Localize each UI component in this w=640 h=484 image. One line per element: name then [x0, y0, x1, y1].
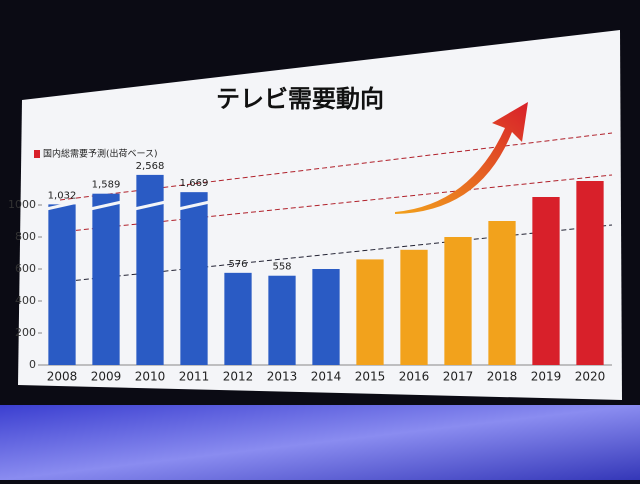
bar [488, 221, 516, 365]
axis-break [134, 200, 166, 211]
growth-arrow [395, 102, 528, 214]
bar [312, 269, 340, 365]
x-tick-label: 2018 [487, 370, 518, 384]
bar [400, 249, 428, 365]
x-tick-label: 2008 [47, 370, 78, 384]
x-tick-label: 2014 [311, 370, 342, 384]
bar [532, 197, 560, 365]
x-tick-label: 2012 [223, 370, 254, 384]
value-label: 2,568 [136, 161, 165, 172]
chart-subtitle: 国内総需要予測(出荷ベース) [43, 148, 158, 160]
y-tick-label: 200 [15, 326, 36, 339]
value-label: 558 [272, 262, 291, 273]
stage-cloth [0, 405, 640, 480]
value-label: 1,032 [48, 190, 77, 201]
bar [224, 272, 252, 365]
axis-break [90, 200, 122, 211]
bar [268, 275, 296, 365]
bar [356, 259, 384, 365]
x-tick-label: 2015 [355, 370, 386, 384]
bar [576, 181, 604, 365]
legend-swatch [34, 150, 40, 158]
value-label: 1,669 [180, 178, 209, 189]
axis-break [178, 200, 210, 211]
x-tick-label: 2010 [135, 370, 166, 384]
x-tick-label: 2019 [531, 370, 562, 384]
x-tick-label: 2009 [91, 370, 122, 384]
x-tick-label: 2016 [399, 370, 430, 384]
value-label: 576 [228, 259, 247, 270]
x-tick-label: 2020 [575, 370, 606, 384]
bar [444, 237, 472, 365]
y-tick-label: 1000 [8, 198, 36, 211]
axis-break [46, 200, 78, 211]
bar [48, 204, 76, 365]
y-tick-label: 400 [15, 294, 36, 307]
bar [92, 193, 120, 365]
y-tick-label: 600 [15, 262, 36, 275]
chart-title: テレビ需要動向 [216, 85, 384, 113]
y-tick-label: 0 [29, 358, 36, 371]
bar [180, 192, 208, 365]
y-tick-label: 800 [15, 230, 36, 243]
x-tick-label: 2017 [443, 370, 474, 384]
x-tick-label: 2013 [267, 370, 298, 384]
value-label: 1,589 [92, 180, 121, 191]
x-tick-label: 2011 [179, 370, 210, 384]
